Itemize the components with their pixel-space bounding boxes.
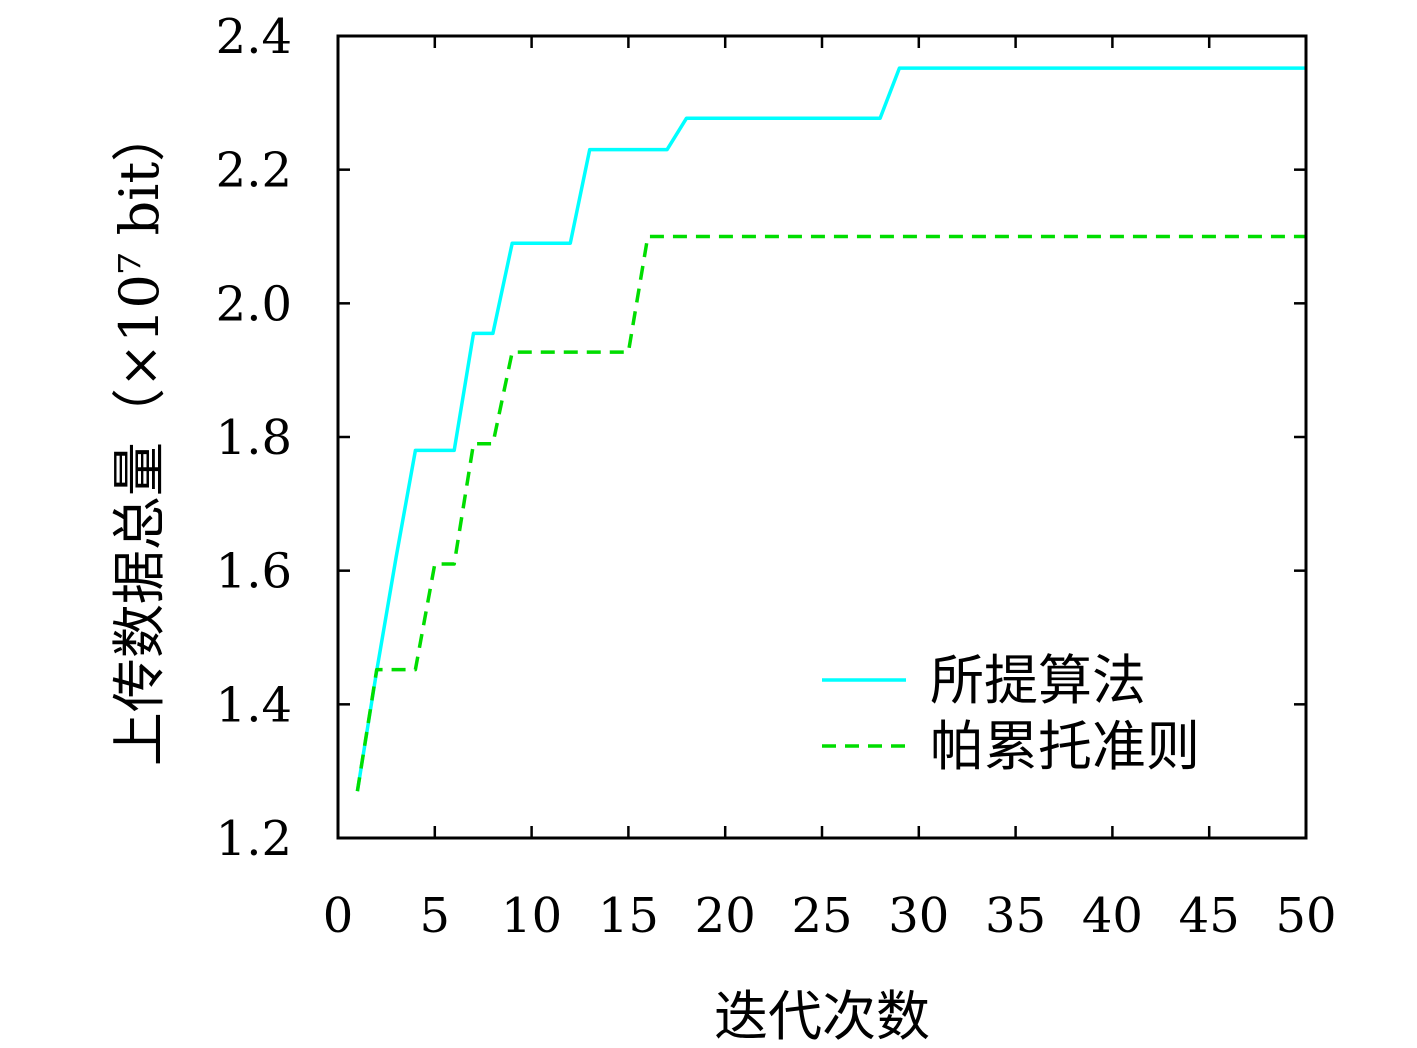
x-tick-label: 15 — [598, 888, 659, 944]
x-axis: 0 5 10 15 20 25 30 35 40 45 50 — [323, 36, 1337, 944]
x-tick-label: 10 — [501, 888, 562, 944]
x-tick-label: 20 — [695, 888, 756, 944]
series-line-proposed — [355, 66, 1306, 792]
series-line-pareto — [355, 234, 1306, 792]
y-tick-label: 1.4 — [216, 677, 292, 733]
series-layer — [355, 66, 1306, 792]
x-tick-label: 35 — [985, 888, 1046, 944]
y-tick-label: 1.2 — [216, 811, 292, 867]
legend: 所提算法 帕累托准则 — [822, 649, 1200, 778]
x-tick-label: 5 — [420, 888, 451, 944]
x-tick-label: 50 — [1275, 888, 1336, 944]
y-axis: 1.2 1.4 1.6 1.8 2.0 2.2 2.4 — [216, 9, 1306, 867]
x-tick-label: 45 — [1179, 888, 1240, 944]
legend-label-proposed: 所提算法 — [930, 649, 1146, 712]
y-axis-title: 上传数据总量（×10⁷ bit） — [108, 108, 171, 766]
y-tick-label: 1.8 — [216, 410, 292, 466]
x-axis-title: 迭代次数 — [714, 985, 930, 1048]
x-tick-label: 25 — [791, 888, 852, 944]
x-tick-label: 0 — [323, 888, 354, 944]
x-tick-label: 30 — [888, 888, 949, 944]
y-tick-label: 2.0 — [216, 276, 292, 332]
legend-label-pareto: 帕累托准则 — [930, 715, 1200, 778]
y-tick-label: 1.6 — [216, 544, 292, 600]
y-tick-label: 2.4 — [216, 9, 292, 65]
x-tick-label: 40 — [1082, 888, 1143, 944]
y-tick-label: 2.2 — [216, 143, 292, 199]
